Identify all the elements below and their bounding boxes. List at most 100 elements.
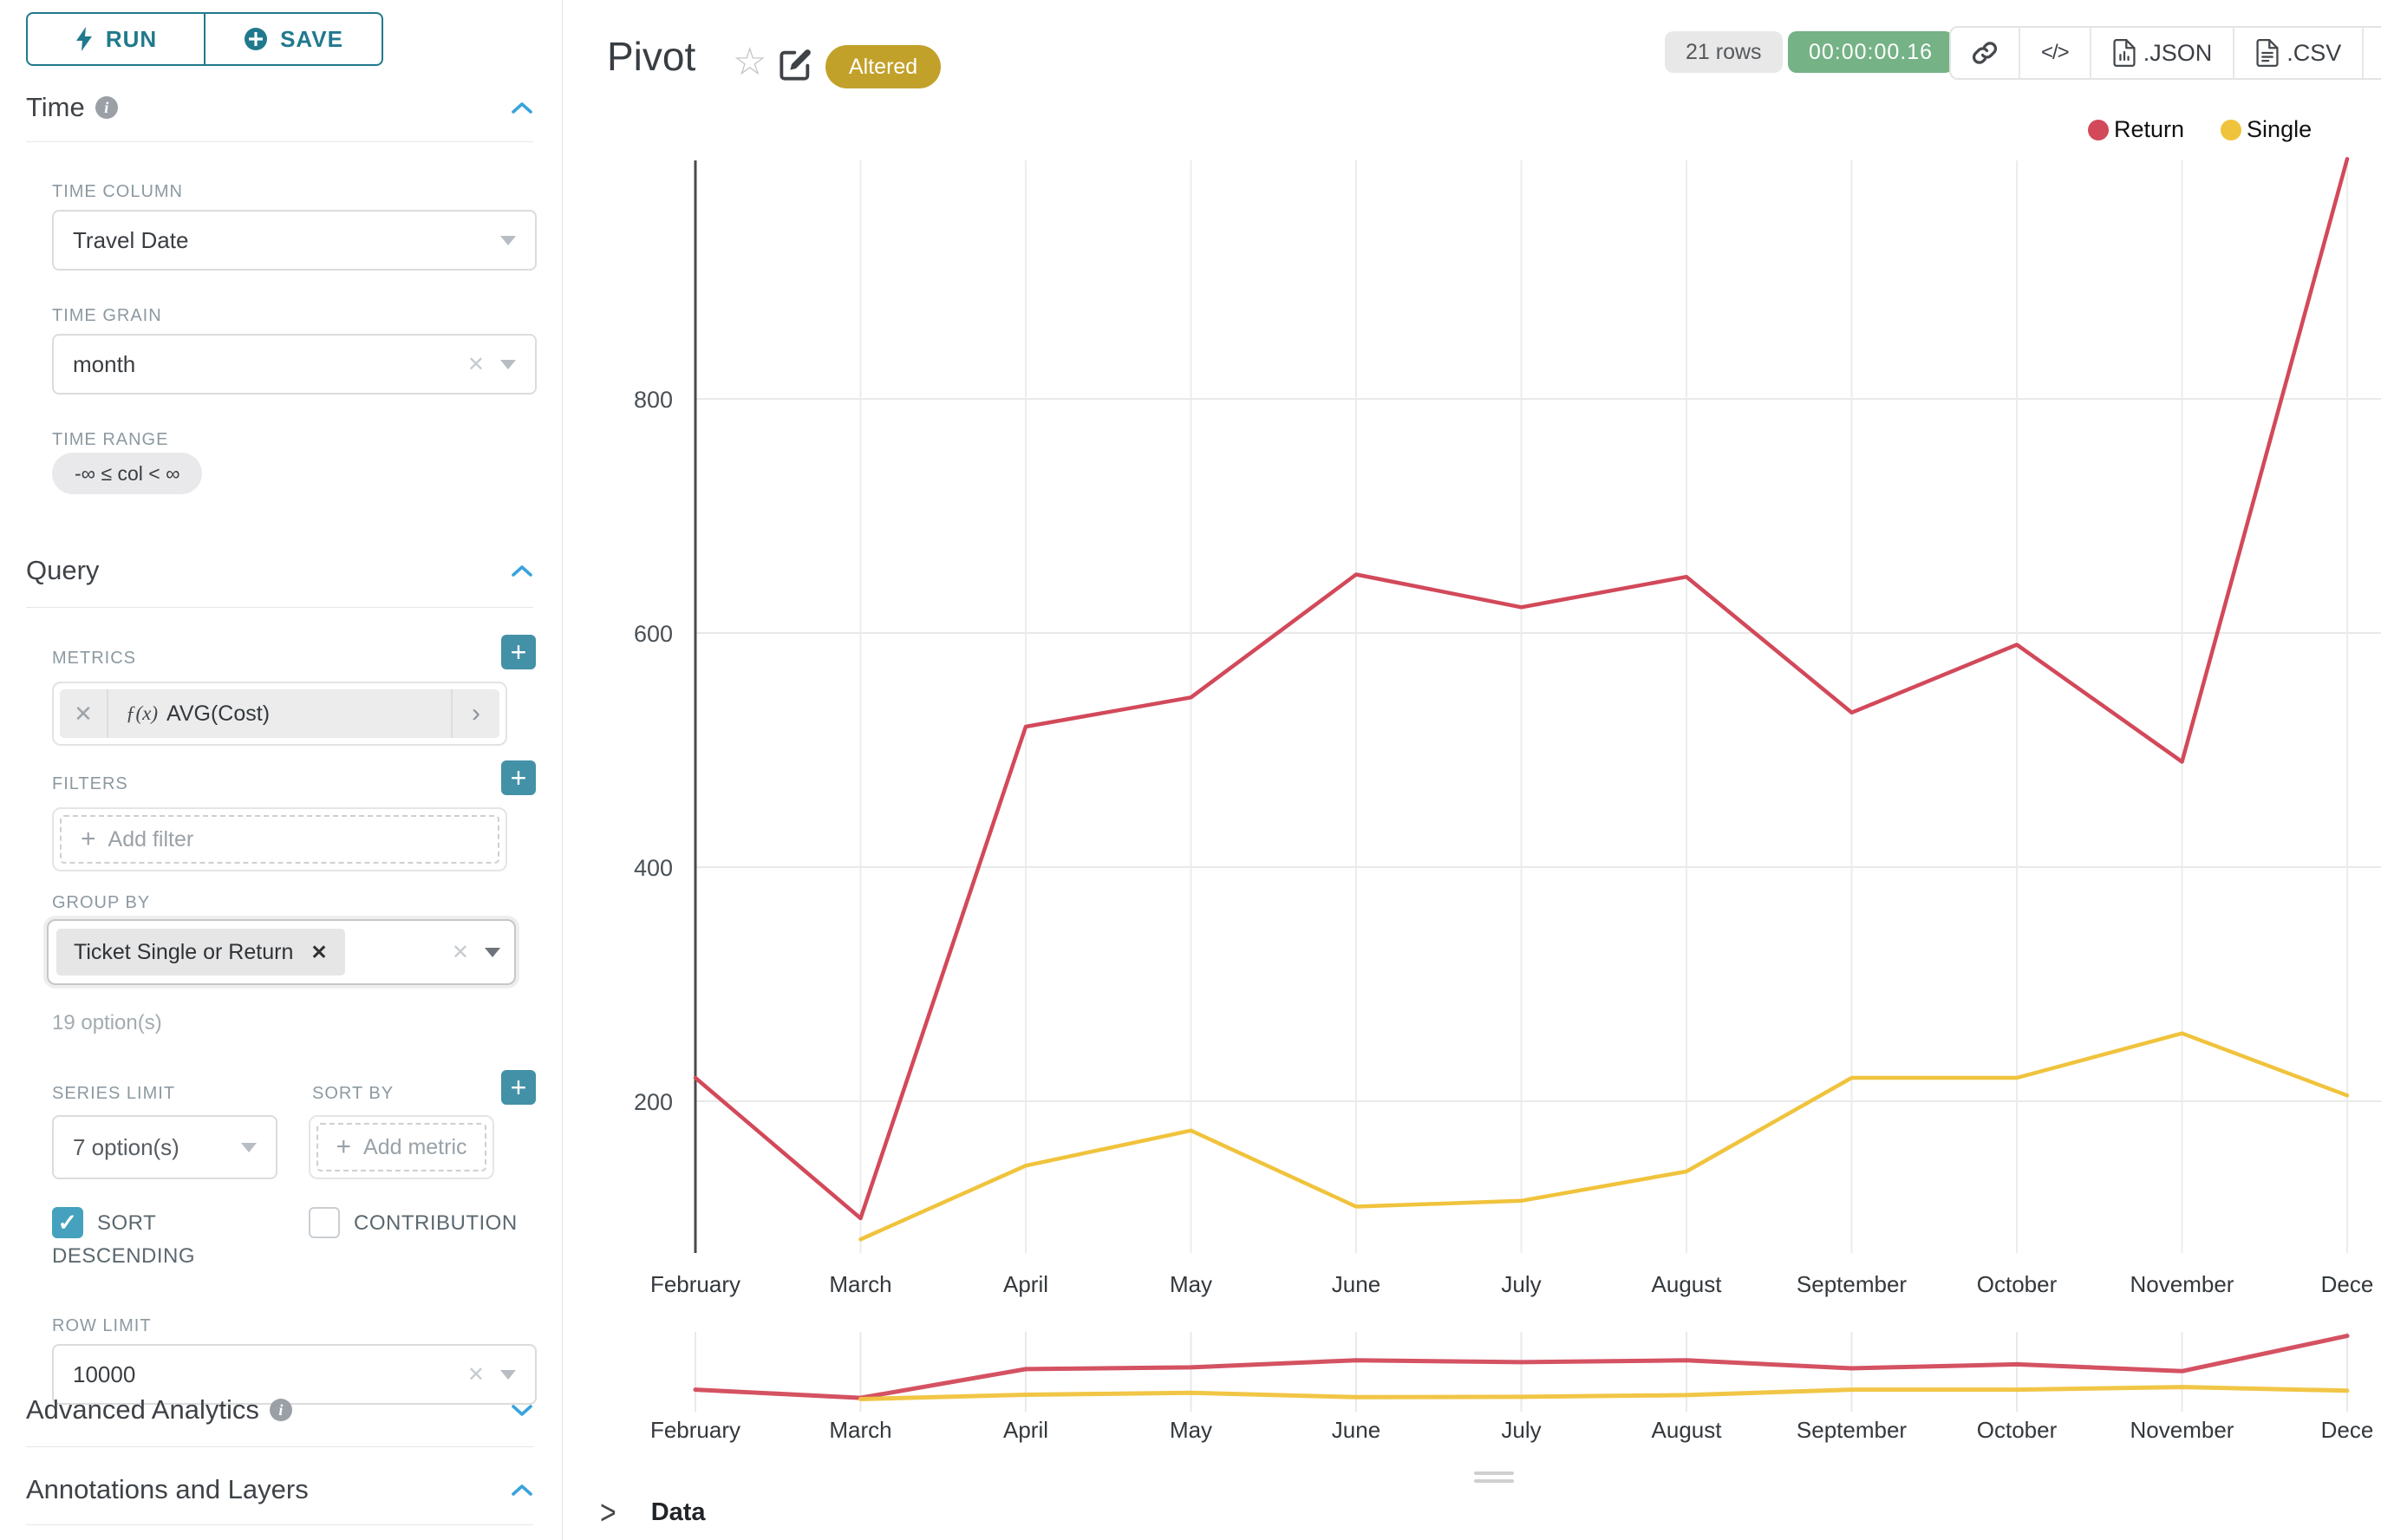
series-line-single[interactable] <box>858 1031 2350 1242</box>
add-metric-button[interactable]: + <box>501 635 536 669</box>
query-timer-badge: 00:00:00.16 <box>1788 31 1954 73</box>
legend-dot-single <box>2221 119 2242 140</box>
run-button[interactable]: RUN <box>28 14 204 64</box>
time-grain-label: TIME GRAIN <box>52 306 162 325</box>
advanced-analytics-title: Advanced Analytics <box>26 1394 259 1425</box>
row-count-badge: 21 rows <box>1665 31 1783 73</box>
series-limit-value: 7 option(s) <box>73 1133 179 1160</box>
x-axis-month-labels: February March April May June July August Septe… <box>650 1271 2373 1297</box>
metrics-label: METRICS <box>52 649 136 668</box>
chart-legend: Return Single <box>2088 116 2312 143</box>
time-column-select[interactable]: Travel Date <box>52 210 537 271</box>
altered-badge[interactable]: Altered <box>825 45 942 88</box>
mini-x-label-June: June <box>1332 1417 1380 1443</box>
edit-icon[interactable] <box>779 47 813 82</box>
chevron-down-icon[interactable] <box>511 1403 533 1417</box>
sort-descending-option: ✓ SORT DESCENDING <box>52 1207 295 1273</box>
add-filter-button[interactable]: + <box>501 760 536 795</box>
filters-label: FILTERS <box>52 774 128 793</box>
vertical-gridlines <box>694 160 2348 1253</box>
horizontal-gridlines <box>695 398 2381 1102</box>
altered-badge-label: Altered <box>849 54 918 79</box>
sort-descending-checkbox[interactable]: ✓ <box>52 1207 83 1238</box>
y-tick-800: 800 <box>634 387 673 413</box>
section-divider <box>26 607 533 608</box>
chevron-up-icon[interactable] <box>511 564 533 578</box>
x-label-November: November <box>2130 1271 2234 1297</box>
group-by-select[interactable]: Ticket Single or Return ✕ ✕ <box>47 919 516 985</box>
add-sort-metric-button[interactable]: + <box>501 1070 536 1105</box>
mini-x-label-September: September <box>1797 1417 1908 1443</box>
more-options-button[interactable] <box>2362 28 2381 78</box>
annotations-title: Annotations and Layers <box>26 1474 309 1504</box>
annotations-header[interactable]: Annotations and Layers <box>26 1474 533 1505</box>
chevron-up-icon[interactable] <box>511 101 533 114</box>
json-label: .JSON <box>2143 39 2213 66</box>
info-icon[interactable]: i <box>269 1399 292 1421</box>
run-label: RUN <box>105 25 158 52</box>
y-tick-600: 600 <box>634 621 673 647</box>
export-csv-button[interactable]: .CSV <box>2233 28 2362 78</box>
clear-x-icon[interactable]: ✕ <box>466 352 485 376</box>
plus-icon: + <box>336 1132 352 1161</box>
data-panel-title: Data <box>650 1498 706 1526</box>
export-json-button[interactable]: .JSON <box>2089 28 2234 78</box>
x-label-March: March <box>829 1271 891 1297</box>
y-tick-400: 400 <box>634 855 673 881</box>
group-by-chip[interactable]: Ticket Single or Return ✕ <box>56 929 345 976</box>
clear-x-icon[interactable]: ✕ <box>451 940 469 964</box>
mini-x-label-April: April <box>1003 1417 1048 1443</box>
y-tick-200: 200 <box>634 1089 673 1115</box>
mini-series-line-single <box>858 1385 2350 1401</box>
chip-remove-icon[interactable]: ✕ <box>310 940 328 963</box>
x-label-June: June <box>1332 1271 1380 1297</box>
sort-by-label: SORT BY <box>312 1084 395 1103</box>
contribution-checkbox[interactable] <box>309 1207 340 1238</box>
time-grain-select[interactable]: month ✕ <box>52 334 537 395</box>
query-section-title: Query <box>26 555 100 585</box>
time-grain-value: month <box>73 350 136 377</box>
advanced-analytics-header[interactable]: Advanced Analytics i <box>26 1394 533 1426</box>
contribution-label: CONTRIBUTION <box>354 1211 518 1235</box>
series-line-return[interactable] <box>693 157 2350 1221</box>
legend-item-return[interactable]: Return <box>2088 116 2184 143</box>
save-button[interactable]: SAVE <box>204 14 382 64</box>
section-divider <box>26 1524 533 1525</box>
mini-x-label-November: November <box>2130 1417 2234 1443</box>
data-panel-header[interactable]: > Data <box>600 1492 706 1531</box>
info-icon[interactable]: i <box>95 96 118 119</box>
share-link-button[interactable] <box>1951 28 2019 78</box>
x-label-February: February <box>650 1271 740 1297</box>
section-divider <box>26 1446 533 1447</box>
x-label-May: May <box>1170 1271 1212 1297</box>
favorite-star-icon[interactable]: ☆ <box>733 41 767 83</box>
group-by-chip-label: Ticket Single or Return <box>74 939 294 964</box>
range-selector-gridlines <box>695 1332 2348 1412</box>
metric-pill[interactable]: ✕ ƒ(x) AVG(Cost) › <box>60 689 499 738</box>
x-label-April: April <box>1003 1271 1048 1297</box>
clear-x-icon[interactable]: ✕ <box>466 1362 485 1387</box>
time-section-header[interactable]: Time i <box>26 92 533 123</box>
add-sort-metric-placeholder[interactable]: + Add metric <box>316 1123 486 1171</box>
query-section-header[interactable]: Query <box>26 555 533 586</box>
series-limit-select[interactable]: 7 option(s) <box>52 1115 277 1179</box>
x-label-October: October <box>1977 1271 2058 1297</box>
time-section-title: Time <box>26 92 85 122</box>
chevron-up-icon[interactable] <box>511 1483 533 1497</box>
metrics-box: ✕ ƒ(x) AVG(Cost) › <box>52 682 507 746</box>
legend-item-single[interactable]: Single <box>2221 116 2312 143</box>
metric-remove-icon[interactable]: ✕ <box>60 689 108 738</box>
caret-down-icon <box>500 359 516 369</box>
mini-x-label-May: May <box>1170 1417 1212 1443</box>
time-range-value: -∞ ≤ col < ∞ <box>75 461 180 485</box>
view-query-button[interactable]: </> <box>2019 28 2090 78</box>
time-range-pill[interactable]: -∞ ≤ col < ∞ <box>52 453 203 494</box>
metric-expand-icon[interactable]: › <box>451 689 499 738</box>
filters-box: + Add filter <box>52 807 507 871</box>
row-limit-select[interactable]: 10000 ✕ <box>52 1344 537 1405</box>
chart-title[interactable]: Pivot <box>607 34 696 79</box>
save-label: SAVE <box>280 25 343 52</box>
add-filter-placeholder[interactable]: + Add filter <box>60 815 499 864</box>
resize-handle[interactable] <box>1474 1471 1514 1487</box>
